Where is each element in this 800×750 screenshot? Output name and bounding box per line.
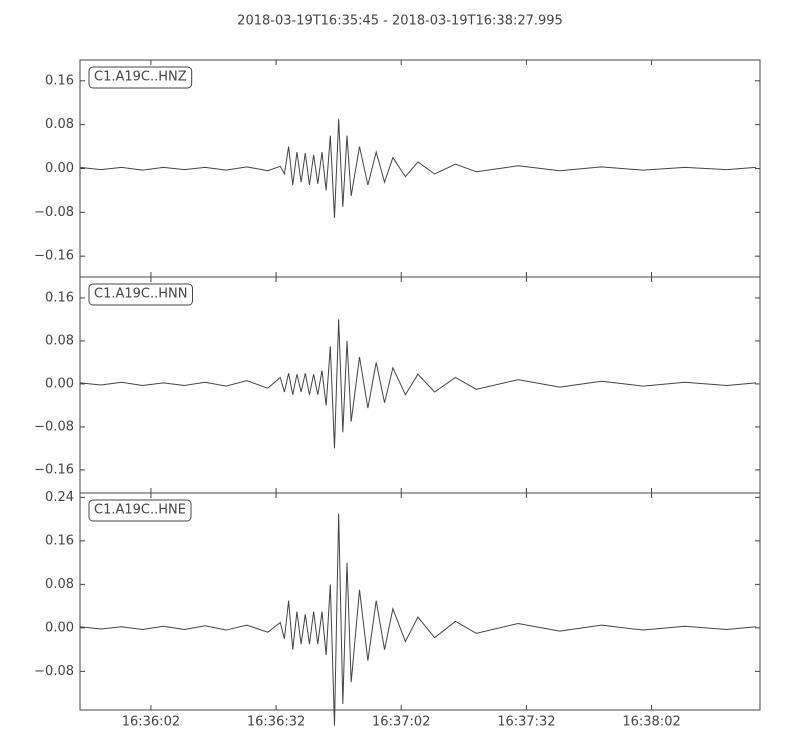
y-tick-label: −0.08 bbox=[34, 664, 74, 679]
y-tick-label: 0.24 bbox=[45, 490, 74, 505]
panel-frame bbox=[79, 492, 761, 711]
x-tick-label: 16:37:32 bbox=[497, 715, 555, 730]
x-tick-label: 16:38:02 bbox=[622, 715, 680, 730]
trace bbox=[79, 119, 756, 218]
y-tick-label: −0.16 bbox=[34, 249, 74, 264]
x-tick-label: 16:36:02 bbox=[122, 715, 180, 730]
y-tick-label: 0.00 bbox=[45, 620, 74, 635]
y-tick-label: 0.16 bbox=[45, 533, 74, 548]
y-tick-label: 0.00 bbox=[45, 376, 74, 391]
y-tick-label: 0.08 bbox=[45, 333, 74, 348]
trace-label: C1.A19C..HNZ bbox=[94, 70, 187, 85]
trace-label: C1.A19C..HNN bbox=[94, 287, 187, 302]
trace-label: C1.A19C..HNE bbox=[94, 503, 186, 518]
trace-label-box bbox=[88, 283, 193, 306]
y-tick-label: 0.16 bbox=[45, 73, 74, 88]
trace-label-box bbox=[88, 499, 192, 522]
y-tick-label: 0.16 bbox=[45, 290, 74, 305]
y-tick-label: −0.16 bbox=[34, 462, 74, 477]
y-tick-label: −0.08 bbox=[34, 419, 74, 434]
y-tick-label: −0.08 bbox=[34, 205, 74, 220]
chart-title: 2018-03-19T16:35:45 - 2018-03-19T16:38:2… bbox=[237, 14, 563, 29]
x-tick-label: 16:36:32 bbox=[247, 715, 305, 730]
x-tick-label: 16:37:02 bbox=[372, 715, 430, 730]
trace bbox=[79, 513, 756, 726]
y-tick-label: 0.08 bbox=[45, 117, 74, 132]
y-tick-label: 0.00 bbox=[45, 161, 74, 176]
y-tick-label: 0.08 bbox=[45, 577, 74, 592]
trace bbox=[79, 319, 756, 449]
trace-label-box bbox=[88, 66, 193, 89]
